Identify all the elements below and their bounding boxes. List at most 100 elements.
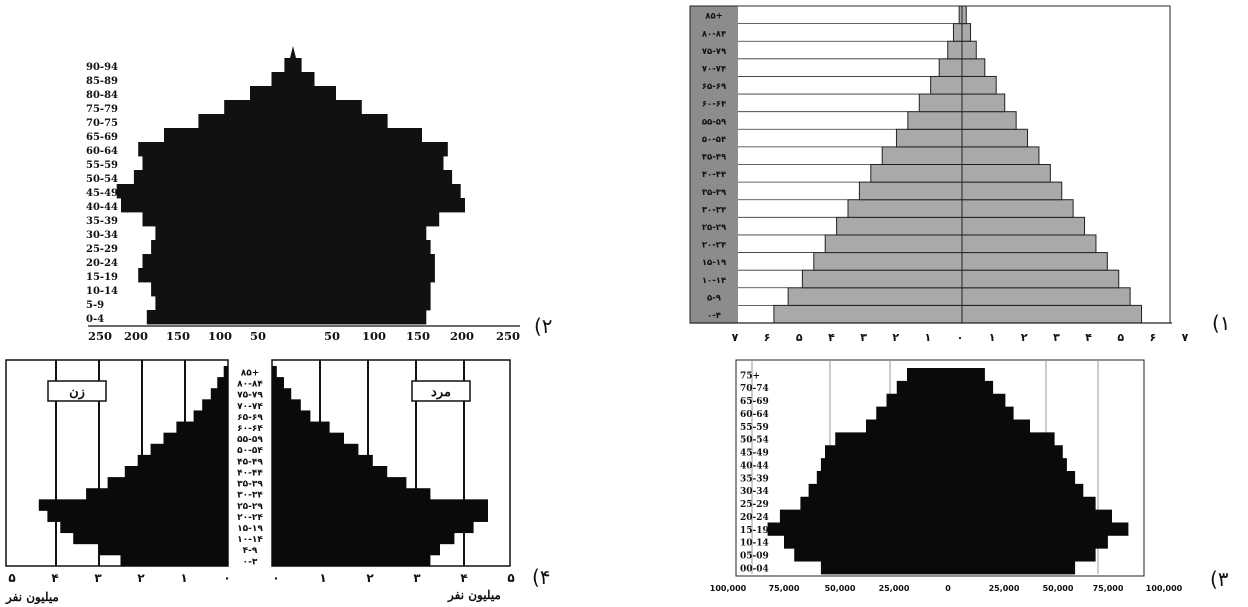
chart-3-bar-left xyxy=(820,458,948,472)
chart-3-category-label: 30-34 xyxy=(740,487,769,497)
chart-1-bar-right xyxy=(961,164,1051,183)
chart-4-bar-male xyxy=(272,388,292,400)
chart-4-category-label: ۷۰-۷۴ xyxy=(237,402,263,412)
chart-3-bar-left xyxy=(779,509,948,523)
chart-4-bar-male xyxy=(272,510,488,522)
chart-3-bar-right xyxy=(948,380,994,395)
chart-3-bar-left xyxy=(767,522,948,536)
chart-2-bar-left xyxy=(271,72,293,87)
chart-4-bar-female xyxy=(176,421,228,434)
chart-3-bar-right xyxy=(948,393,1006,408)
chart-1-category-label: ۷۵-۷۹ xyxy=(702,47,727,57)
chart-4-bar-female xyxy=(193,410,228,422)
chart-2-bar-right xyxy=(293,100,362,115)
chart-3-tick-label: 50,000 xyxy=(1043,584,1074,593)
chart-2-bar-right xyxy=(293,58,302,73)
chart-3-bar-left xyxy=(784,535,948,549)
chart-4-category-label: ۰-۳ xyxy=(243,557,258,567)
chart-2-category-label: 80-84 xyxy=(86,90,118,101)
chart-3-bar-left xyxy=(886,393,948,408)
chart-4-category-label: ۲۰-۲۴ xyxy=(237,513,263,523)
chart-1-bar-right xyxy=(961,5,967,25)
chart-2-tick-label: 150 xyxy=(406,329,430,343)
chart-1-tick-label: ۱ xyxy=(924,331,931,344)
chart-3-bar-left xyxy=(835,432,948,446)
chart-1-category-label: ۳۵-۳۹ xyxy=(702,188,727,198)
chart-1-bar-right xyxy=(961,269,1120,289)
chart-2-bar-right xyxy=(293,226,427,241)
chart-3-bar-right xyxy=(948,368,985,382)
chart-2-bar-left xyxy=(146,310,293,325)
chart-1-bar-left xyxy=(773,304,963,324)
chart-2-bar-right xyxy=(293,296,431,311)
chart-3-category-label: 00-04 xyxy=(740,564,769,574)
chart-1-tick-label: ۴ xyxy=(828,331,835,344)
chart-3-bar-right xyxy=(948,458,1067,472)
chart-3-category-label: 05-09 xyxy=(740,552,769,562)
chart-2-bar-right xyxy=(293,268,435,283)
chart-2-bar-right xyxy=(293,282,431,297)
chart-1-bar-right xyxy=(961,93,1006,113)
chart-4-right-tick-label: ۱ xyxy=(319,571,326,585)
chart-1-tick-label: ۲ xyxy=(1021,331,1028,344)
chart-1-bar-right xyxy=(961,287,1131,306)
chart-2-bar-right xyxy=(293,114,388,129)
chart-4-bar-female xyxy=(107,477,228,489)
chart-2-tick-label: 50 xyxy=(324,329,340,343)
chart-2-category-label: 60-64 xyxy=(86,146,118,157)
chart-4-bar-male xyxy=(272,466,388,478)
chart-1-bar-left xyxy=(836,216,963,236)
chart-4-bar-female xyxy=(202,399,228,411)
chart-2-category-label: 20-24 xyxy=(86,258,118,269)
chart-3-bar-left xyxy=(825,445,948,459)
chart-2-category-label: 75-79 xyxy=(86,104,118,115)
chart-2-tick-label: 200 xyxy=(124,329,148,343)
chart-4-left-tick-label: ۵ xyxy=(8,571,15,585)
chart-4-bar-male xyxy=(272,410,311,422)
chart-4-right-tick-label: ۳ xyxy=(413,571,421,585)
chart-2-category-label: 45-49 xyxy=(86,188,118,199)
chart-3-tick-label: 75,000 xyxy=(1093,584,1124,593)
chart-3-bar-left xyxy=(866,419,948,433)
chart-2-top-spike xyxy=(290,46,296,58)
chart-1-bar-left xyxy=(847,199,963,218)
chart-2-bar-left xyxy=(164,128,293,143)
chart-2-bar-right xyxy=(293,170,453,185)
chart-2-bar-left xyxy=(284,58,293,73)
chart-3-bar-right xyxy=(948,445,1063,459)
chart-4-bar-male xyxy=(272,399,301,411)
chart-4-category-label: ۷۵-۷۹ xyxy=(237,391,263,401)
chart-4-bar-female xyxy=(73,532,228,545)
chart-1-bar-right xyxy=(961,146,1040,165)
chart-2-bar-left xyxy=(116,184,293,199)
chart-1-bar-right xyxy=(961,234,1097,254)
chart-4-bar-female xyxy=(223,366,228,378)
chart-1-tick-label: ۴ xyxy=(1085,331,1092,344)
chart-2-category-label: 30-34 xyxy=(86,230,118,241)
chart-1-bar-left xyxy=(930,75,963,95)
chart-3-bar-right xyxy=(948,432,1055,446)
chart-1-bar-left xyxy=(895,128,963,148)
chart-2-bar-right xyxy=(293,142,448,157)
chart-1-tick-label: ۷ xyxy=(1182,331,1189,344)
chart-3-frame xyxy=(735,359,1145,577)
chart-3-panel-label: (۳ xyxy=(1210,567,1229,591)
chart-2-tick-label: 100 xyxy=(208,329,232,343)
chart-2-category-label: 10-14 xyxy=(86,286,118,297)
chart-3-bar-right xyxy=(948,406,1014,420)
chart-3-bar-right xyxy=(948,561,1076,575)
chart-4-bar-male xyxy=(272,499,488,511)
chart-3-bar-right xyxy=(948,548,1096,562)
chart-2-tick-label: 150 xyxy=(166,329,190,343)
chart-4-bar-male xyxy=(272,521,474,534)
chart-1-category-label: ۱۰-۱۴ xyxy=(702,276,726,286)
chart-2-bar-right xyxy=(293,240,431,255)
chart-1-category-label: ۲۰-۲۴ xyxy=(702,241,726,251)
chart-4-bar-male xyxy=(272,366,277,378)
chart-2-tick-label: 250 xyxy=(88,329,112,343)
chart-4-left-tick-label: ۳ xyxy=(94,571,102,585)
chart-4-category-label: ۸۵+ xyxy=(241,368,260,378)
chart-3-category-label: 50-54 xyxy=(740,436,769,446)
chart-1-category-label: ۵۵-۵۹ xyxy=(702,117,727,127)
